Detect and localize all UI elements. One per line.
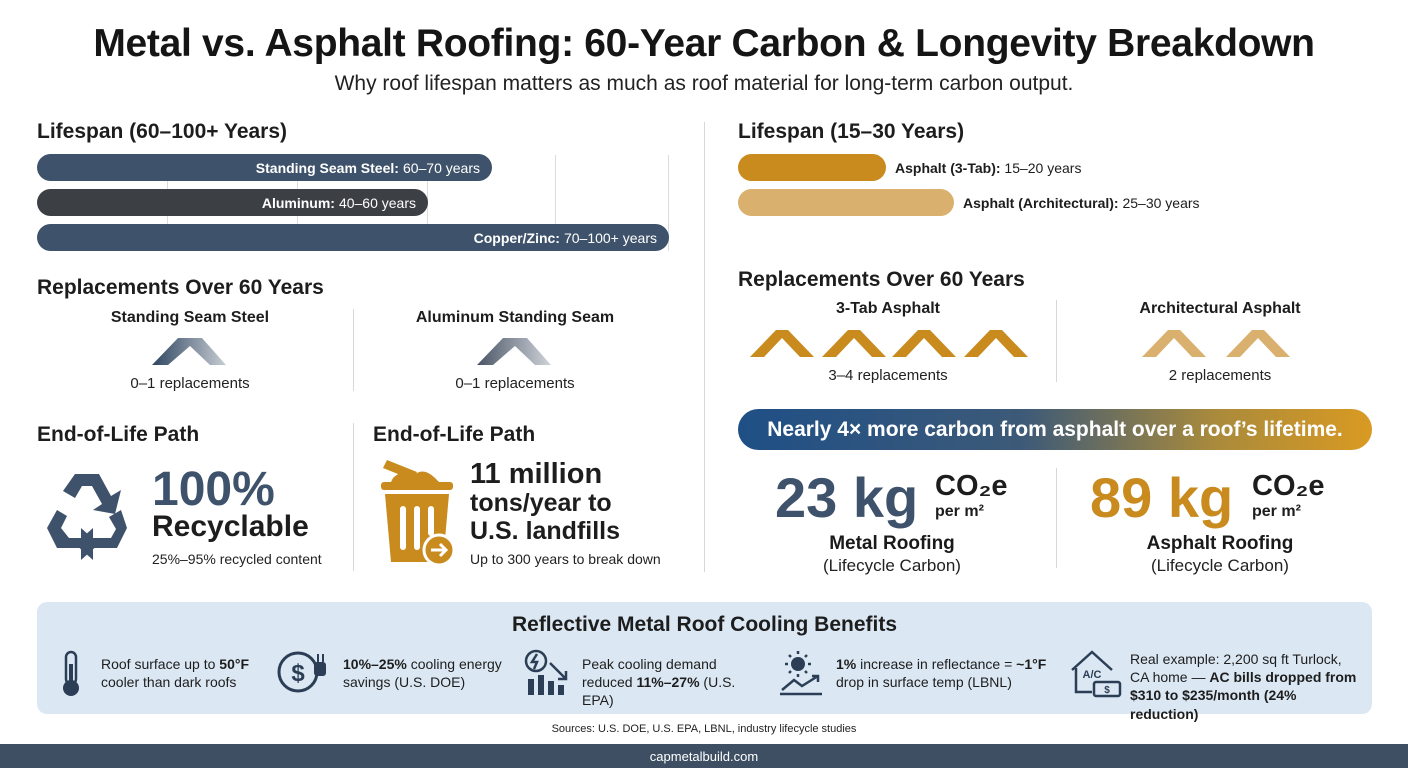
replacement-name: Architectural Asphalt (1139, 300, 1301, 317)
asphalt-replacements-heading: Replacements Over 60 Years (738, 268, 1025, 291)
landfill-line1: 11 million (470, 458, 603, 490)
recyclable-word: Recyclable (152, 510, 309, 543)
benefit-bold: 10%–25% (343, 656, 407, 672)
bar-range: 40–60 years (338, 194, 416, 211)
bar-range: 60–70 years (402, 159, 480, 176)
asphalt-roofing-label: Asphalt Roofing (1146, 533, 1294, 554)
page-title: Metal vs. Asphalt Roofing: 60-Year Carbo… (93, 22, 1315, 65)
carbon-divider (1056, 468, 1057, 568)
benefit-bold: 50°F (219, 656, 250, 672)
pill-name: Asphalt (3-Tab): (895, 160, 1001, 176)
benefit-text: increase in reflectance = (856, 656, 1017, 672)
svg-text:$: $ (1104, 685, 1110, 696)
trash-can-icon (381, 460, 456, 566)
metal-roof-icon (477, 338, 551, 365)
bar-standing-seam-steel: Standing Seam Steel: 60–70 years (37, 154, 492, 181)
recycle-icon (47, 474, 127, 560)
footer-bar: capmetalbuild.com (0, 744, 1408, 768)
asphalt-per-m2: per m² (1252, 503, 1301, 520)
benefit-text: (U.S. EPA) (582, 674, 736, 709)
replacement-name: Standing Seam Steel (110, 309, 270, 326)
replacement-count: 0–1 replacements (130, 375, 250, 392)
pill-range: 15–20 years (1004, 160, 1082, 176)
replacement-count: 3–4 replacements (828, 367, 948, 384)
replacement-count: 0–1 replacements (455, 375, 575, 392)
landfill-line2: tons/year to (470, 489, 612, 517)
asphalt-3tab-roof-icons (750, 330, 1028, 357)
eol-divider (353, 423, 354, 571)
metal-eol-heading: End-of-Life Path (37, 423, 200, 446)
page-subtitle: Why roof lifespan matters as much as roo… (334, 72, 1074, 95)
sun-reflect-icon (780, 651, 822, 696)
pill-range: 25–30 years (1122, 195, 1200, 211)
benefit-bold: ~1°F (1016, 656, 1047, 672)
footer-link[interactable]: capmetalbuild.com (649, 748, 759, 764)
benefit-text: cooling energy savings (U.S. DOE) (343, 656, 502, 691)
metal-lifespan-heading: Lifespan (60–100+ Years) (37, 120, 288, 143)
benefit-real-example: Real example: 2,200 sq ft Turlock, CA ho… (1130, 650, 1362, 723)
svg-text:A/C: A/C (1083, 669, 1102, 681)
replacement-name: 3-Tab Asphalt (835, 300, 940, 317)
bar-copper-zinc: Copper/Zinc: 70–100+ years (37, 224, 669, 251)
replacement-name: Aluminum Standing Seam (415, 309, 615, 326)
landfill-line3: U.S. landfills (470, 517, 621, 545)
gridline (555, 155, 556, 251)
metal-co2-unit: CO₂e (935, 470, 1008, 502)
ac-house-icon: A/C $ (1071, 650, 1122, 698)
benefit-text: Roof surface up to (101, 656, 220, 672)
svg-text:$: $ (291, 660, 305, 687)
pill-architectural-label: Asphalt (Architectural): 25–30 years (963, 195, 1200, 211)
carbon-banner: Nearly 4× more carbon from asphalt over … (738, 409, 1372, 450)
asphalt-co2-unit: CO₂e (1252, 470, 1325, 502)
gridline (668, 155, 669, 251)
asphalt-eol-heading: End-of-Life Path (373, 423, 536, 446)
recycled-content-note: 25%–95% recycled content (152, 551, 322, 567)
landfill-note: Up to 300 years to break down (470, 551, 661, 567)
asphalt-replacements-divider (1056, 300, 1057, 382)
benefit-reflectance: 1% increase in reflectance = ~1°F drop i… (836, 655, 1066, 691)
benefit-text: Peak cooling demand reduced (582, 656, 717, 691)
asphalt-architectural-roof-icons (1142, 330, 1290, 357)
thermometer-icon (63, 650, 79, 696)
pill-3tab-label: Asphalt (3-Tab): 15–20 years (895, 160, 1081, 176)
bar-range: 70–100+ years (563, 229, 657, 246)
bar-label: Aluminum: (261, 194, 335, 211)
metal-per-m2: per m² (935, 503, 984, 520)
metal-lifecycle-label: (Lifecycle Carbon) (823, 556, 961, 575)
pill-name: Asphalt (Architectural): (963, 195, 1119, 211)
pill-3tab (738, 154, 886, 181)
dollar-plug-icon: $ (277, 651, 326, 693)
sources-note: Sources: U.S. DOE, U.S. EPA, LBNL, indus… (551, 723, 857, 735)
benefit-text: drop in surface temp (LBNL) (836, 674, 1012, 691)
benefit-peak-demand: Peak cooling demand reduced 11%–27% (U.S… (582, 655, 767, 710)
metal-roofing-label: Metal Roofing (829, 533, 955, 554)
metal-carbon-value: 23 kg (775, 466, 919, 529)
benefit-bold: AC bills dropped from $310 to $235/month… (1130, 669, 1357, 722)
bar-aluminum: Aluminum: 40–60 years (37, 189, 428, 216)
asphalt-carbon-value: 89 kg (1090, 466, 1234, 529)
bar-label: Copper/Zinc: (473, 229, 560, 246)
bar-label: Standing Seam Steel: (255, 159, 399, 176)
replacement-count: 2 replacements (1168, 367, 1272, 384)
benefit-text: cooler than dark roofs (101, 674, 237, 691)
asphalt-lifecycle-label: (Lifecycle Carbon) (1151, 556, 1289, 575)
benefit-energy-savings: 10%–25% cooling energy savings (U.S. DOE… (343, 655, 513, 691)
cooling-benefits-panel (37, 602, 1372, 714)
benefit-text: Real example: 2,200 sq ft Turlock, CA ho… (1130, 651, 1342, 686)
metal-roof-icon (152, 338, 226, 365)
asphalt-lifespan-heading: Lifespan (15–30 Years) (738, 120, 965, 143)
cooling-benefits-title: Reflective Metal Roof Cooling Benefits (511, 613, 898, 636)
pill-architectural (738, 189, 954, 216)
benefit-bold: 1% (836, 656, 857, 672)
recyclable-percent: 100% (152, 463, 275, 516)
benefit-bold: 11%–27% (636, 674, 700, 691)
replacements-divider (353, 309, 354, 391)
peak-demand-chart-icon (524, 649, 568, 695)
center-divider (704, 122, 705, 572)
metal-replacements-heading: Replacements Over 60 Years (37, 276, 324, 299)
benefit-surface-temp: Roof surface up to 50°F cooler than dark… (101, 655, 271, 691)
